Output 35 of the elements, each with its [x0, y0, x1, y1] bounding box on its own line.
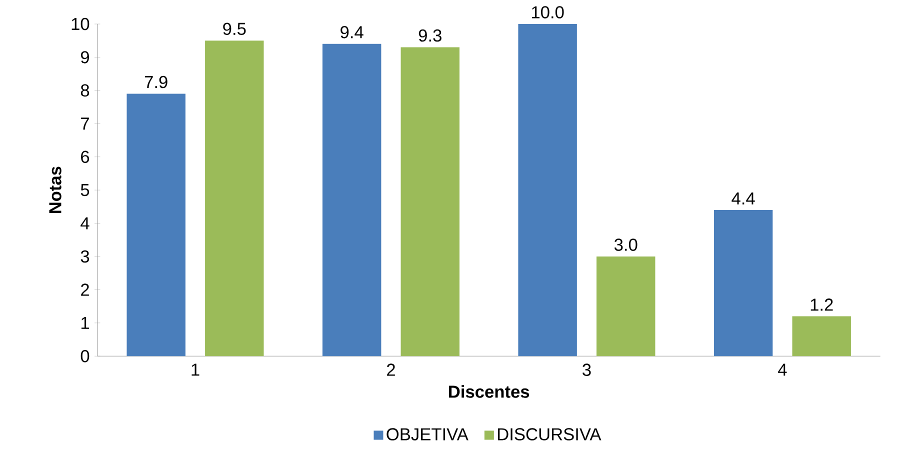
bar [400, 48, 460, 356]
y-tick-label: 6 [81, 150, 90, 164]
bar [792, 316, 851, 356]
y-tick-label: 7 [81, 118, 89, 130]
y-tick-label: 10 [72, 18, 90, 30]
x-tick-label: 4 [778, 364, 787, 376]
y-tick-label: 8 [80, 84, 90, 97]
data-label: 4.4 [732, 192, 755, 205]
y-tick-label: 4 [80, 218, 90, 230]
bar [596, 256, 656, 356]
bar [714, 210, 773, 356]
x-tick-label: 2 [387, 364, 395, 376]
legend-label: OBJETIVA [386, 428, 468, 441]
y-axis-title: Notas [49, 166, 62, 214]
bar [126, 94, 186, 356]
x-tick-label: 3 [582, 364, 591, 376]
y-tick-label: 2 [81, 284, 89, 296]
data-label: 1.2 [810, 298, 833, 311]
legend-label: DISCURSIVA [498, 428, 602, 441]
bar [205, 40, 264, 356]
bar [322, 44, 382, 356]
bar [518, 24, 577, 356]
y-tick-label: 3 [80, 250, 90, 263]
y-tick-label: 9 [80, 51, 89, 64]
x-tick-label: 1 [192, 364, 200, 376]
data-label: 9.5 [223, 22, 246, 36]
data-label: 7.9 [144, 76, 168, 88]
x-axis-title: Discentes [449, 385, 530, 398]
data-label: 9.4 [340, 26, 364, 39]
y-tick-label: 5 [80, 184, 90, 196]
data-label: 3.0 [614, 238, 638, 252]
data-label: 10.0 [532, 6, 564, 19]
data-label: 9.3 [418, 30, 442, 42]
y-tick-label: 0 [80, 350, 90, 363]
y-tick-label: 1 [81, 317, 89, 330]
